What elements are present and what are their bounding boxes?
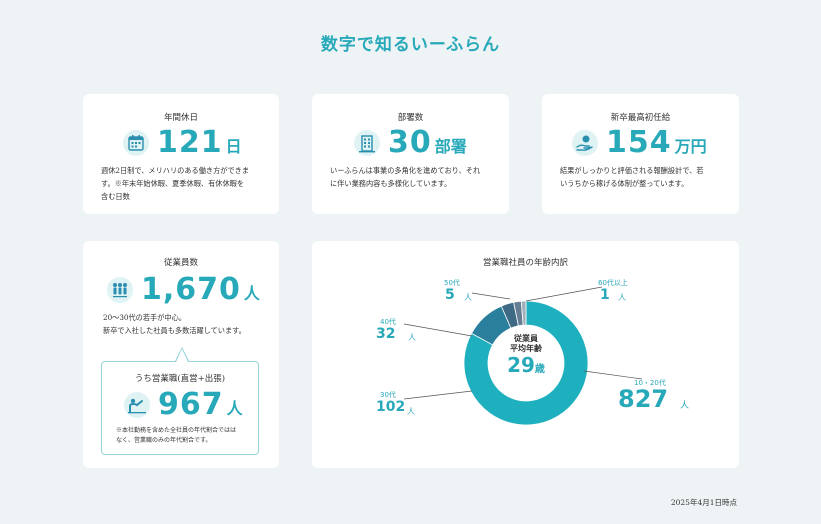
label-40s-unit: 人 bbox=[408, 333, 416, 342]
people-icon bbox=[107, 277, 133, 303]
salary-unit: 万円 bbox=[674, 137, 707, 156]
employees-title: 従業員数 bbox=[163, 258, 198, 268]
center-value: 29 bbox=[507, 353, 535, 377]
holidays-title: 年間休日 bbox=[163, 113, 198, 123]
label-60s-val: 1 bbox=[600, 287, 610, 303]
leader-line-2 bbox=[403, 323, 473, 337]
holidays-value: 121 bbox=[157, 125, 223, 160]
page-title: 数字で知るいーふらん bbox=[320, 35, 501, 55]
donut-slice-4 bbox=[520, 300, 527, 326]
departments-unit: 部署 bbox=[434, 137, 467, 156]
leader-line-3 bbox=[403, 390, 473, 400]
label-30s-cat: 30代 bbox=[380, 391, 396, 399]
label-60s-unit: 人 bbox=[618, 293, 626, 302]
employees-card: 従業員数 1,670 人 20～30代の若手が中心。 新卒で入社した社員も多数活… bbox=[83, 241, 279, 468]
holidays-desc: 週休2日制で、メリハリのある働き方ができま す。※年末年始休暇、夏季休暇、有休休… bbox=[101, 166, 250, 201]
salary-card: 新卒最高初任給 154 万円 結果がしっかりと評価される報酬設計で、若 いうちか… bbox=[542, 94, 739, 214]
label-50s-cat: 50代 bbox=[444, 279, 460, 287]
label-50s-val: 5 bbox=[445, 287, 455, 303]
sales-note: ※本社勤務を含めた全社員の年代割合ではは なく、営業職のみの年代割合です。 bbox=[116, 427, 237, 444]
age-chart-card: 営業職社員の年齢内訳 従業員 平均年齢 29歳 50代 5 人 60代以上 1 … bbox=[312, 241, 739, 468]
sales-unit: 人 bbox=[226, 399, 243, 418]
calendar-icon bbox=[123, 130, 149, 156]
sales-title: うち営業職(直営+出張) bbox=[134, 374, 226, 384]
salary-desc: 結果がしっかりと評価される報酬設計で、若 いうちから稼げる体制が整っています。 bbox=[560, 166, 704, 188]
label-30s-unit: 人 bbox=[407, 407, 415, 416]
sales-value: 967 bbox=[158, 387, 224, 422]
donut-center: 従業員 平均年齢 29歳 bbox=[498, 333, 554, 377]
sales-subcard: うち営業職(直営+出張) 967 人 ※本社勤務を含めた全社員の年代割合ではは … bbox=[101, 361, 259, 455]
employees-desc: 20～30代の若手が中心。 新卒で入社した社員も多数活躍しています。 bbox=[103, 313, 246, 335]
employees-value: 1,670 bbox=[141, 272, 241, 307]
money-hand-icon bbox=[572, 130, 598, 156]
label-20s-unit: 人 bbox=[680, 401, 690, 411]
presenter-icon bbox=[124, 392, 150, 418]
center-unit: 歳 bbox=[534, 364, 545, 375]
holidays-unit: 日 bbox=[225, 137, 242, 156]
building-icon bbox=[354, 130, 380, 156]
label-30s-val: 102 bbox=[376, 399, 406, 415]
center-label-2: 平均年齢 bbox=[510, 343, 542, 353]
label-60s-cat: 60代以上 bbox=[598, 279, 628, 287]
salary-value: 154 bbox=[606, 125, 672, 160]
departments-desc: いーふらんは事業の多角化を進めており、それ に伴い業務内容も多様化しています。 bbox=[330, 166, 481, 188]
label-50s-unit: 人 bbox=[464, 293, 472, 302]
date-note: 2025年4月1日時点 bbox=[670, 498, 737, 507]
leader-line-1 bbox=[525, 286, 603, 302]
age-donut-chart bbox=[403, 286, 643, 426]
employees-unit: 人 bbox=[243, 284, 260, 303]
departments-title: 部署数 bbox=[397, 113, 424, 123]
age-chart-title: 営業職社員の年齢内訳 bbox=[482, 258, 568, 268]
departments-card: 部署数 30 部署 いーふらんは事業の多角化を進めており、それ に伴い業務内容も… bbox=[312, 94, 509, 214]
label-40s-val: 32 bbox=[376, 326, 396, 342]
label-20s-val: 827 bbox=[618, 385, 669, 413]
leader-line-0 bbox=[471, 292, 511, 300]
sub-pointer-inner bbox=[176, 349, 188, 362]
holidays-card: 年間休日 121 日 週休2日制で、メリハリのある働き方ができま す。※年末年始… bbox=[83, 94, 279, 214]
center-label-1: 従業員 bbox=[514, 333, 538, 343]
leader-line-4 bbox=[583, 370, 643, 380]
donut-slice-0 bbox=[463, 300, 589, 426]
label-40s-cat: 40代 bbox=[380, 318, 396, 326]
salary-title: 新卒最高初任給 bbox=[610, 113, 671, 123]
departments-value: 30 bbox=[388, 125, 432, 160]
label-20s-cat: 10・20代 bbox=[634, 379, 666, 387]
